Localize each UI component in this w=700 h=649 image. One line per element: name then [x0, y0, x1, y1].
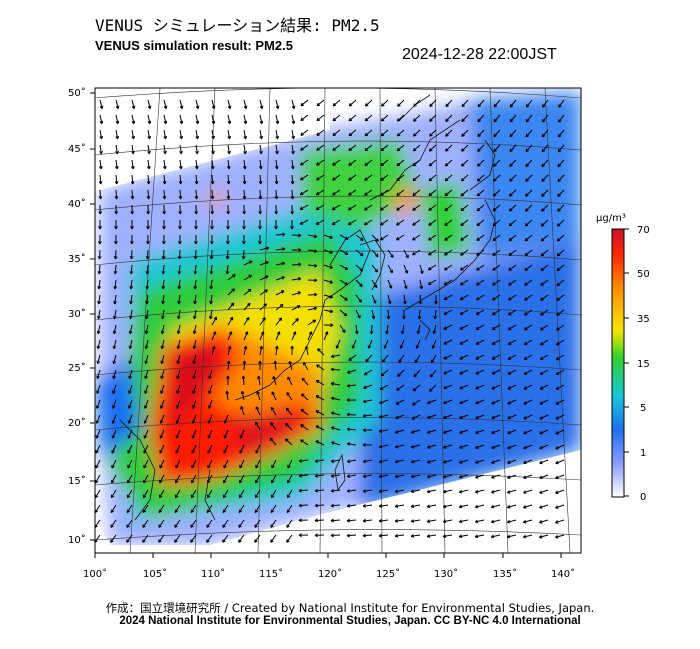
colorbar-label: 1: [640, 448, 646, 459]
lat-tick-label: 30˚: [68, 308, 86, 320]
lon-tick-label: 135˚: [493, 568, 517, 580]
lat-tick-label: 20˚: [68, 417, 86, 429]
colorbar-unit: µg/m³: [596, 213, 626, 224]
lon-axis: 100˚ 105˚ 110˚ 115˚ 120˚ 125˚ 130˚ 135˚ …: [83, 568, 575, 580]
lon-tick-label: 100˚: [83, 568, 107, 580]
title-en: VENUS simulation result: PM2.5: [95, 38, 293, 53]
lon-tick-label: 125˚: [376, 568, 400, 580]
colorbar-label: 15: [637, 359, 650, 370]
colorbar-label: 5: [640, 403, 646, 414]
lat-tick-label: 40˚: [68, 198, 86, 210]
lon-tick-label: 120˚: [318, 568, 342, 580]
wind-vectors: [95, 99, 565, 543]
credit-text: 作成：国立環境研究所 / Created by National Institu…: [105, 601, 595, 615]
lat-tick-label: 15˚: [68, 475, 86, 487]
colorbar-label: 70: [637, 225, 650, 236]
colorbar: µg/m³ 70 50 35 15 5 1 0: [596, 213, 650, 503]
lon-tick-label: 130˚: [434, 568, 458, 580]
timestamp: 2024-12-28 22:00JST: [402, 46, 557, 63]
copyright-line: 2024 National Institute for Environmenta…: [0, 615, 700, 627]
colorbar-label: 35: [637, 314, 650, 325]
map-figure: 50˚ 45˚ 40˚ 35˚ 30˚ 25˚ 20˚ 15˚ 10˚ 100˚…: [68, 87, 650, 580]
colorbar-ticks: [624, 228, 629, 497]
pm25-field: [95, 88, 581, 553]
graticule: [95, 88, 581, 553]
lat-axis: 50˚ 45˚ 40˚ 35˚ 30˚ 25˚ 20˚ 15˚ 10˚: [68, 87, 86, 546]
lat-tick-label: 10˚: [68, 534, 86, 546]
lat-tick-label: 25˚: [68, 362, 86, 374]
lon-tick-label: 140˚: [551, 568, 575, 580]
lat-tick-label: 50˚: [68, 87, 86, 99]
lon-tick-label: 110˚: [201, 568, 225, 580]
axis-ticks: [90, 92, 562, 558]
lat-tick-label: 45˚: [68, 143, 86, 155]
colorbar-scale: [611, 228, 625, 498]
lat-tick-label: 35˚: [68, 253, 86, 265]
map-frame: [94, 87, 582, 554]
lon-tick-label: 115˚: [259, 568, 283, 580]
lon-tick-label: 105˚: [143, 568, 167, 580]
credit-line: 作成：国立環境研究所 / Created by National Institu…: [0, 600, 700, 616]
copyright-text: 2024 National Institute for Environmenta…: [119, 615, 581, 627]
title-jp: VENUS シミュレーション結果: PM2.5: [95, 16, 380, 35]
colorbar-label: 50: [637, 269, 650, 280]
colorbar-label: 0: [640, 492, 646, 503]
